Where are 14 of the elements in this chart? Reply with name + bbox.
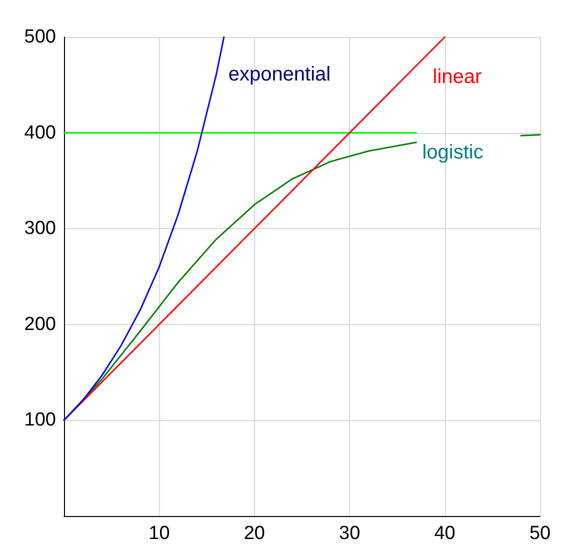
series-label: linear — [432, 66, 482, 88]
y-tick-label: 300 — [24, 218, 56, 240]
y-tick-label: 100 — [24, 410, 56, 431]
line-series — [63, 36, 225, 421]
series-label: logistic — [422, 141, 484, 164]
y-tick-label: 400 — [24, 122, 56, 144]
series-label: exponential — [228, 63, 331, 86]
x-tick-label: 50 — [529, 523, 551, 544]
x-tick-label: 10 — [148, 523, 170, 544]
x-tick-label: 30 — [339, 523, 360, 544]
x-tick-label: 20 — [244, 523, 265, 544]
y-tick-label: 200 — [24, 314, 56, 335]
x-tick-label: 40 — [434, 523, 456, 544]
y-tick-label: 500 — [24, 26, 56, 48]
